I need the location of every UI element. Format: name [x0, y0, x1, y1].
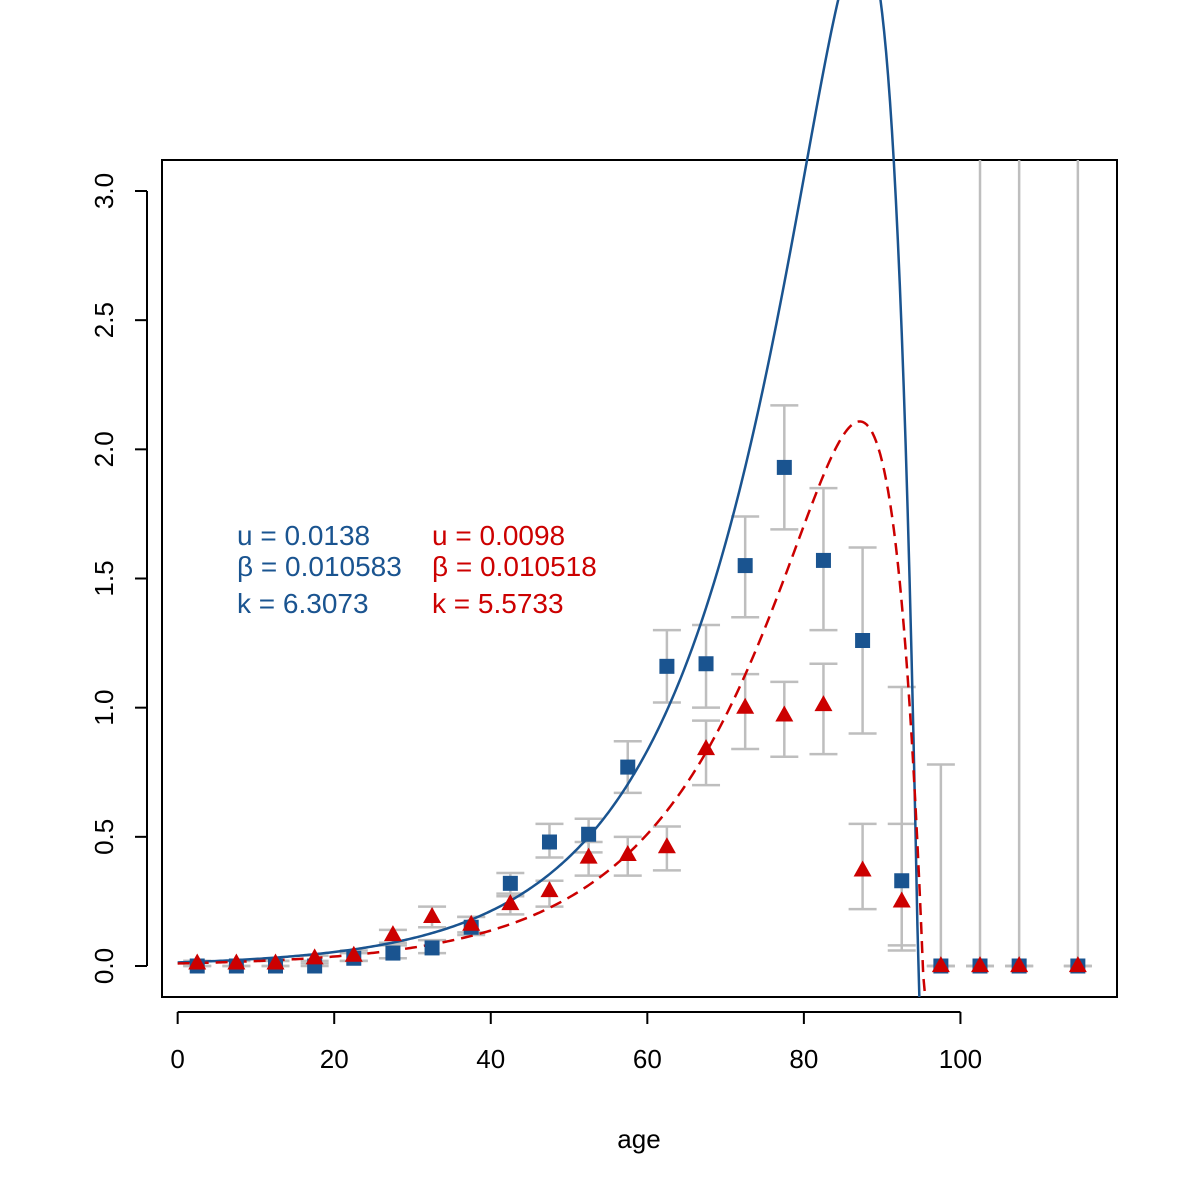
x-tick-label: 100	[939, 1044, 982, 1074]
data-point-triangle	[736, 697, 755, 714]
annotation-red-u: u = 0.0098	[432, 520, 565, 551]
data-point-square	[659, 658, 675, 674]
x-tick-label: 40	[476, 1044, 505, 1074]
data-point-square	[385, 945, 401, 961]
data-points	[188, 459, 1087, 974]
y-tick-label: 0.0	[89, 948, 119, 984]
y-tick-label: 3.0	[89, 173, 119, 209]
data-point-triangle	[775, 705, 794, 722]
x-tick-label: 80	[789, 1044, 818, 1074]
data-point-triangle	[266, 953, 285, 970]
data-point-triangle	[188, 953, 207, 970]
data-point-triangle	[227, 953, 246, 970]
data-point-square	[424, 940, 440, 956]
data-point-square	[502, 875, 518, 891]
x-tick-label: 0	[170, 1044, 184, 1074]
data-point-triangle	[344, 945, 363, 962]
x-axis-title: age	[617, 1124, 660, 1154]
data-point-triangle	[814, 695, 833, 712]
data-point-square	[541, 834, 557, 850]
annotation-blue-u: u = 0.0138	[237, 520, 370, 551]
data-point-square	[894, 873, 910, 889]
data-point-square	[855, 633, 871, 648]
data-point-triangle	[383, 925, 402, 942]
annotation-blue: u = 0.0138 β = 0.010583 k = 6.3073	[237, 520, 402, 619]
data-point-triangle	[462, 914, 481, 931]
data-point-triangle	[540, 881, 559, 898]
data-point-triangle	[657, 837, 676, 854]
y-tick-label: 1.5	[89, 560, 119, 596]
data-point-triangle	[853, 860, 872, 877]
annotation-blue-k: k = 6.3073	[237, 588, 369, 619]
annotation-red-k: k = 5.5733	[432, 588, 564, 619]
data-point-triangle	[971, 956, 990, 973]
y-tick-label: 2.5	[89, 302, 119, 338]
y-tick-label: 2.0	[89, 431, 119, 467]
data-point-triangle	[1010, 956, 1029, 973]
fit-curve	[177, 0, 921, 998]
data-point-triangle	[579, 847, 598, 864]
data-point-square	[776, 459, 792, 475]
y-tick-label: 0.5	[89, 819, 119, 855]
fit-curves	[177, 0, 927, 998]
data-point-square	[698, 656, 714, 672]
y-tick-label: 1.0	[89, 690, 119, 726]
x-tick-label: 60	[633, 1044, 662, 1074]
data-point-triangle	[1068, 956, 1087, 973]
data-point-triangle	[892, 891, 911, 908]
data-point-triangle	[423, 906, 442, 923]
annotation-blue-beta: β = 0.010583	[237, 551, 402, 582]
data-point-triangle	[501, 894, 520, 911]
plot-frame	[161, 159, 1118, 998]
annotation-red-beta: β = 0.010518	[432, 551, 597, 582]
data-point-triangle	[618, 844, 637, 861]
data-point-square	[581, 826, 597, 842]
data-point-triangle	[305, 948, 324, 965]
x-tick-label: 20	[320, 1044, 349, 1074]
data-point-square	[620, 759, 636, 775]
data-point-triangle	[931, 956, 950, 973]
axes: 0 20 40 60 80 100 0.0 0.5 1.0 1.5 2.0 2.5 3.0	[89, 173, 982, 1074]
annotation-red: u = 0.0098 β = 0.010518 k = 5.5733	[432, 520, 597, 619]
fit-curve	[177, 420, 927, 998]
data-point-square	[815, 552, 831, 568]
data-point-triangle	[697, 739, 716, 756]
data-point-square	[737, 558, 753, 574]
